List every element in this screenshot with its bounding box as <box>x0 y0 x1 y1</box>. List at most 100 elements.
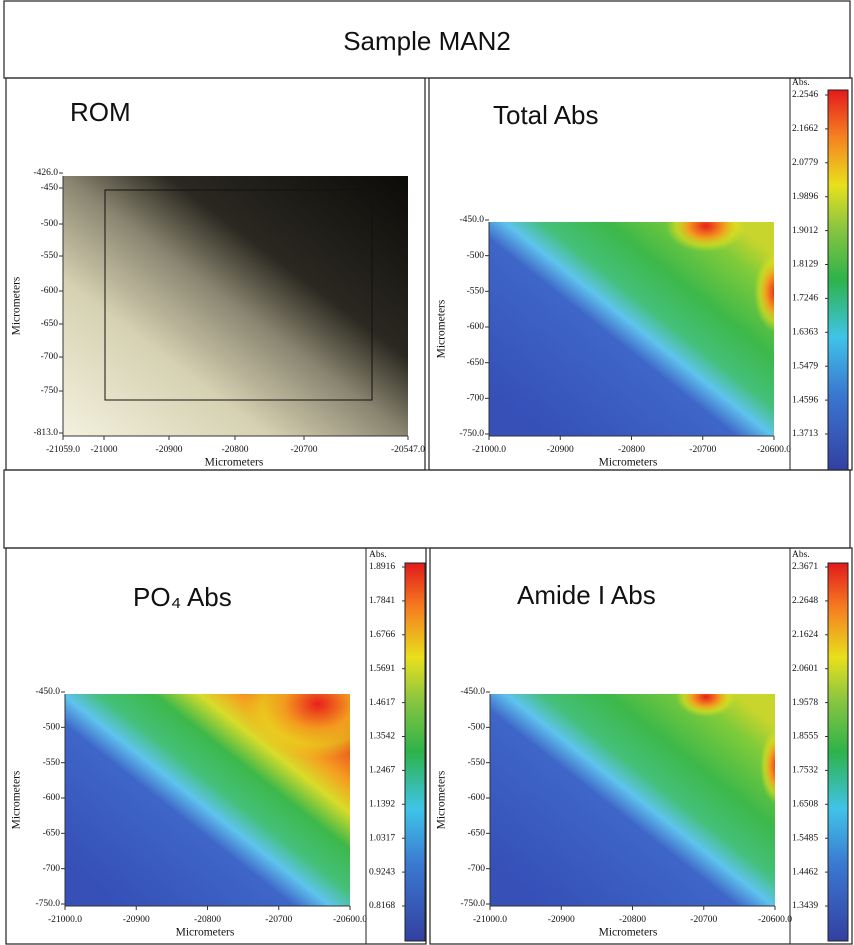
figure-title: Sample MAN2 <box>343 26 511 56</box>
x-axis-label: Micrometers <box>599 457 658 469</box>
y-tick-label: -426.0 <box>33 168 58 178</box>
y-tick-label: -750 <box>41 386 59 396</box>
y-axis-label: Micrometers <box>436 770 448 829</box>
x-tick-label: -21000.0 <box>472 445 506 455</box>
colorbar-tick-label: 1.6363 <box>792 327 818 337</box>
y-tick-label: -650 <box>467 358 485 368</box>
x-tick-label: -20800 <box>619 915 646 925</box>
colorbar-tick-label: 2.1624 <box>792 630 818 640</box>
colorbar-tick-label: 1.8555 <box>792 732 818 742</box>
x-tick-label: -20900 <box>156 445 183 455</box>
panel-title: Total Abs <box>493 100 599 130</box>
y-axis-label: Micrometers <box>11 770 23 829</box>
x-tick-label: -20800 <box>194 915 221 925</box>
x-tick-label: -20800 <box>618 445 645 455</box>
y-axis-label: Micrometers <box>436 299 448 358</box>
y-tick-label: -700 <box>467 394 485 404</box>
y-tick-label: -750.0 <box>460 899 485 909</box>
y-tick-label: -500 <box>468 723 486 733</box>
colorbar-tick-label: 1.5479 <box>792 361 818 371</box>
x-tick-label: -20700 <box>291 445 318 455</box>
title-box <box>3 0 851 79</box>
x-axis-label: Micrometers <box>176 927 235 939</box>
y-tick-label: -500 <box>43 723 61 733</box>
colorbar-tick-label: 1.7532 <box>792 766 818 776</box>
map-image <box>490 694 775 906</box>
x-tick-label: -20800 <box>222 445 249 455</box>
x-tick-label: -21000 <box>91 445 118 455</box>
map-image <box>63 176 408 436</box>
hot-spot <box>666 222 746 252</box>
y-tick-label: -500 <box>467 251 485 261</box>
x-tick-label: -20700 <box>265 915 292 925</box>
y-tick-label: -700 <box>41 352 59 362</box>
colorbar-tick-label: 1.7841 <box>369 596 395 606</box>
colorbar-tick-label: 1.8129 <box>792 260 818 270</box>
y-tick-label: -750.0 <box>35 899 60 909</box>
colorbar-tick-label: 1.5691 <box>369 664 395 674</box>
x-tick-label: -20700 <box>689 445 716 455</box>
colorbar-tick-label: 1.4596 <box>792 395 818 405</box>
panel-box <box>5 547 427 945</box>
y-tick-label: -700 <box>43 864 61 874</box>
selection-box <box>104 189 373 401</box>
colorbar-tick-label: 2.3671 <box>792 562 818 572</box>
colorbar <box>827 562 849 942</box>
colorbar <box>404 562 426 942</box>
panel-box <box>429 547 853 945</box>
colorbar-tick-label: 1.2467 <box>369 766 395 776</box>
colorbar-tick-label: 1.6766 <box>369 630 395 640</box>
colorbar-label: Abs. <box>792 78 810 88</box>
y-tick-label: -650 <box>468 829 486 839</box>
y-tick-label: -600 <box>43 793 61 803</box>
y-tick-label: -450 <box>41 183 59 193</box>
colorbar-tick-label: 2.0779 <box>792 158 818 168</box>
y-tick-label: -650 <box>41 319 59 329</box>
colorbar <box>827 89 849 471</box>
hot-spot <box>243 694 350 759</box>
colorbar-tick-label: 1.3439 <box>792 901 818 911</box>
panel-title: PO₄ Abs <box>133 582 232 612</box>
y-tick-label: -600 <box>468 793 486 803</box>
panel-title: Amide I Abs <box>517 580 656 610</box>
colorbar-tick-label: 1.7246 <box>792 294 818 304</box>
colorbar-tick-label: 1.3542 <box>369 732 395 742</box>
x-tick-label: -21000.0 <box>48 915 82 925</box>
map-image <box>489 222 774 436</box>
colorbar-tick-label: 2.1662 <box>792 124 818 134</box>
colorbar-label: Abs. <box>792 550 810 560</box>
y-tick-label: -550 <box>467 287 485 297</box>
colorbar-tick-label: 2.2546 <box>792 90 818 100</box>
hot-spot <box>676 694 736 717</box>
x-tick-label: -20600.0 <box>758 915 792 925</box>
y-tick-label: -600 <box>467 322 485 332</box>
colorbar-tick-label: 1.9578 <box>792 698 818 708</box>
colorbar-tick-label: 2.2648 <box>792 596 818 606</box>
colorbar-tick-label: 1.1392 <box>369 799 395 809</box>
colorbar-label: Abs. <box>369 550 387 560</box>
x-tick-label: -20900 <box>548 915 575 925</box>
hot-spot <box>754 252 774 332</box>
x-tick-label: -20600.0 <box>333 915 367 925</box>
y-tick-label: -750.0 <box>459 429 484 439</box>
x-tick-label: -20600.0 <box>757 445 791 455</box>
colorbar-tick-label: 2.0601 <box>792 664 818 674</box>
colorbar-tick-label: 0.8168 <box>369 901 395 911</box>
colorbar-tick-label: 1.3713 <box>792 429 818 439</box>
x-axis-label: Micrometers <box>205 457 264 469</box>
y-tick-label: -550 <box>468 758 486 768</box>
panel-title: ROM <box>70 97 131 127</box>
colorbar-tick-label: 1.9896 <box>792 192 818 202</box>
x-tick-label: -20700 <box>690 915 717 925</box>
x-tick-label: -20547.0 <box>391 445 425 455</box>
y-tick-label: -650 <box>43 829 61 839</box>
colorbar-tick-label: 1.4462 <box>792 867 818 877</box>
y-tick-label: -450.0 <box>35 687 60 697</box>
blank-box <box>3 469 851 549</box>
x-tick-label: -21000.0 <box>473 915 507 925</box>
y-tick-label: -500 <box>41 219 59 229</box>
colorbar-tick-label: 1.0317 <box>369 833 395 843</box>
y-tick-label: -450.0 <box>459 215 484 225</box>
